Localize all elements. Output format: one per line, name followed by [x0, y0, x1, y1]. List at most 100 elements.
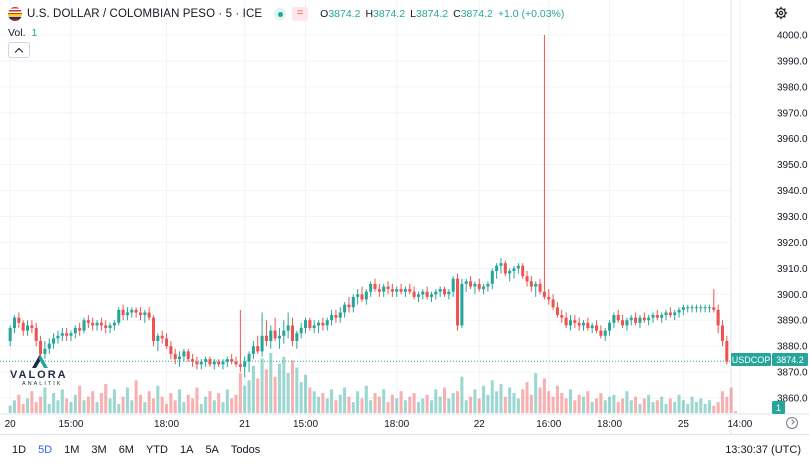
volume-bar — [125, 387, 129, 413]
candle-body — [86, 320, 90, 323]
last-price-value: 3874.2 — [776, 355, 804, 365]
price-axis[interactable]: 3860.0 3870.0 3880.0 3890.0 3900.0 3910.0 3920… — [777, 30, 808, 404]
candle-body — [451, 278, 455, 292]
candle-body — [330, 315, 334, 321]
volume-bar — [138, 394, 142, 413]
volume-bar — [65, 398, 69, 413]
volume-bar — [377, 396, 381, 413]
price-tick-label: 3920.0 — [777, 238, 808, 249]
candle-body — [595, 325, 599, 331]
candle-body — [555, 307, 559, 316]
date-range-selector: 1D 5D 1M 3M 6M YTD 1A 5A Todos — [6, 444, 266, 456]
time-axis-settings-icon[interactable] — [786, 417, 798, 429]
compare-badge[interactable]: = — [292, 7, 309, 21]
volume-bar — [273, 376, 277, 413]
candle-body — [473, 283, 477, 287]
volume-bar — [581, 396, 586, 413]
market-open-icon[interactable] — [274, 8, 287, 20]
volume-bar — [412, 393, 416, 413]
candle-body — [269, 330, 273, 341]
volume-bar — [421, 398, 425, 413]
volume-bar — [8, 405, 12, 413]
candle-body — [134, 309, 138, 313]
candle-body — [390, 289, 394, 292]
candle-body — [130, 309, 134, 313]
utc-clock[interactable]: 13:30:37 (UTC) — [725, 444, 801, 456]
volume-bar — [338, 394, 342, 413]
symbol-title[interactable]: U.S. DOLLAR / COLOMBIAN PESO · 5 · ICE — [27, 8, 263, 20]
volume-bar — [47, 403, 51, 413]
candle-body — [577, 322, 581, 326]
range-button-5a[interactable]: 5A — [205, 444, 219, 456]
volume-bar — [486, 394, 490, 413]
volume-bar — [230, 398, 234, 413]
candle-body — [408, 289, 412, 292]
candle-body — [143, 312, 147, 316]
range-button-6m[interactable]: 6M — [118, 444, 134, 456]
candle-body — [277, 335, 281, 339]
volume-bar — [694, 402, 698, 413]
candle-body — [56, 335, 60, 339]
price-tick-label: 3950.0 — [777, 160, 808, 171]
volume-bar — [260, 358, 264, 413]
collapse-legend-button[interactable] — [8, 42, 30, 58]
candle-body — [516, 265, 520, 269]
settings-icon[interactable] — [774, 6, 788, 20]
volume-bar — [282, 356, 286, 413]
volume-bar — [616, 402, 620, 413]
candle-body — [621, 320, 625, 326]
volume-bar — [112, 389, 116, 413]
volume-bar — [330, 389, 334, 413]
volume-bar — [225, 389, 229, 413]
candle-body — [65, 333, 69, 336]
range-button-3m[interactable]: 3M — [91, 444, 107, 456]
candle-body — [95, 322, 99, 326]
volume-bar — [577, 394, 581, 413]
candle-body — [460, 283, 464, 326]
candle-body — [12, 317, 17, 329]
volume-bar — [334, 400, 338, 413]
usd-cop-flag-icon — [8, 7, 22, 21]
ohlc-open: O3874.2 — [320, 8, 361, 20]
volume-bar — [660, 396, 664, 413]
candle-body — [616, 315, 620, 321]
volume-bar — [655, 400, 659, 413]
time-tick-label: 22 — [474, 419, 486, 430]
volume-label[interactable]: Vol. — [8, 27, 26, 39]
price-chart[interactable]: 3860.0 3870.0 3880.0 3890.0 3900.0 3910.0 3920… — [0, 0, 809, 434]
volume-bar — [399, 391, 403, 413]
volume-bar — [725, 396, 729, 413]
time-axis[interactable]: 20 15:00 18:00 21 15:00 18:00 22 16:00 18:00 25 14… — [5, 419, 753, 430]
candle-body — [660, 315, 664, 318]
last-price-symbol-box — [731, 353, 771, 366]
volume-bar — [456, 391, 460, 413]
chart-legend: U.S. DOLLAR / COLOMBIAN PESO · 5 · ICE =… — [0, 0, 809, 58]
range-button-ytd[interactable]: YTD — [145, 444, 168, 456]
range-button-1d[interactable]: 1D — [12, 444, 27, 456]
volume-bar — [681, 400, 685, 413]
candle-body — [204, 359, 208, 362]
candle-body — [343, 304, 347, 313]
range-button-5d[interactable]: 5D — [38, 444, 53, 456]
volume-bar — [573, 400, 577, 413]
candle-body — [442, 289, 447, 295]
volume-bar — [108, 398, 112, 413]
volume-bar — [317, 396, 321, 413]
candle-body — [412, 291, 416, 297]
volume-bar — [165, 403, 169, 413]
candle-body — [99, 322, 103, 326]
candle-body — [334, 315, 338, 318]
price-tick-label: 4000.0 — [777, 30, 808, 41]
candle-body — [395, 289, 399, 292]
candle-body — [373, 283, 377, 290]
range-button-1a[interactable]: 1A — [179, 444, 194, 456]
volume-bar — [568, 389, 572, 413]
time-tick-label: 25 — [678, 419, 690, 430]
price-tick-label: 3970.0 — [777, 108, 808, 119]
range-button-1m[interactable]: 1M — [64, 444, 80, 456]
candle-body — [477, 283, 481, 290]
candle-body — [634, 317, 638, 323]
volume-bar — [408, 396, 412, 413]
candle-body — [586, 322, 590, 329]
range-button-todos[interactable]: Todos — [230, 444, 261, 456]
